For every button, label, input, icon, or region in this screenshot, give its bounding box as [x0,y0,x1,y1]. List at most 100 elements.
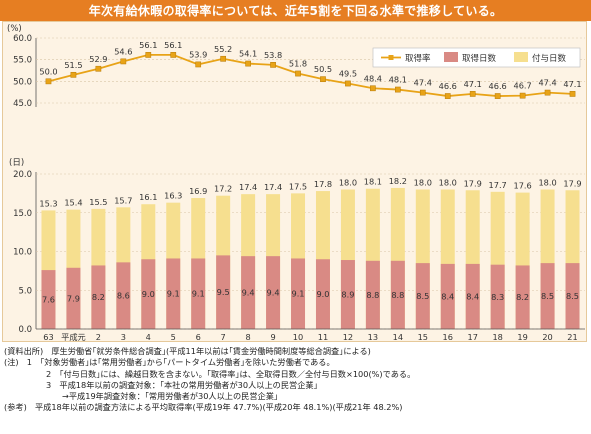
rate-data-label: 56.1 [139,40,157,50]
taken-days-bar [315,259,330,329]
granted-data-label: 17.6 [513,181,531,191]
taken-days-bar [291,258,306,329]
taken-data-label: 9.1 [292,289,305,299]
x-tick-label: 18 [492,332,502,342]
x-tick-label: 2 [96,332,101,342]
x-tick-label: 17 [467,332,477,342]
legend-taken-swatch [444,52,458,62]
rate-data-label: 56.1 [164,40,182,50]
rate-point [519,92,526,99]
combined-chart: 45.050.055.060.0(%)50.051.552.954.656.1 5… [7,24,585,343]
taken-days-bar [390,260,405,329]
taken-data-label: 8.3 [491,292,504,302]
taken-data-label: 8.9 [341,290,354,300]
rate-point [245,60,251,67]
rate-data-label: 53.9 [189,49,207,59]
bar-y-unit-label: (日) [9,158,24,168]
line-y-tick-label: 55.0 [13,56,32,66]
x-tick-label: 11 [318,332,328,342]
rate-point [220,55,227,62]
taken-days-bar [116,262,131,329]
rate-point [170,52,177,58]
x-tick-label: 15 [418,332,428,342]
taken-days-bar [490,264,505,329]
taken-days-bar [465,263,480,329]
footnotes: (資料出所) 厚生労働省｢就労条件総合調査｣(平成11年以前は｢賃金労働時間制度… [4,346,589,414]
taken-data-label: 9.1 [167,289,180,299]
granted-data-label: 17.8 [314,179,332,189]
rate-point [95,65,102,72]
taken-data-label: 8.5 [541,291,554,301]
taken-data-label: 9.0 [316,289,329,299]
granted-data-label: 15.3 [39,198,57,208]
x-tick-label: 20 [542,332,552,342]
rate-data-label: 48.4 [364,73,382,83]
granted-data-label: 18.0 [414,178,432,188]
granted-data-label: 17.4 [264,182,282,192]
x-tick-label: 8 [246,332,251,342]
rate-data-label: 50.0 [39,66,57,76]
legend-rate-label: 取得率 [405,53,431,64]
granted-data-label: 17.4 [239,182,257,192]
granted-data-label: 18.0 [439,178,457,188]
rate-data-label: 46.7 [513,81,531,91]
legend-box [372,47,581,68]
rate-data-label: 55.2 [214,44,232,54]
taken-days-bar [141,259,156,329]
taken-data-label: 9.1 [192,289,205,299]
taken-days-bar [191,258,206,329]
taken-data-label: 8.6 [117,291,130,301]
taken-data-label: 9.4 [242,288,255,298]
rate-data-label: 46.6 [439,81,457,91]
granted-data-label: 18.2 [389,176,407,186]
rate-point [320,76,326,83]
note-2: 2 ｢付与日数｣には、繰越日数を含まない。｢取得率｣は、全取得日数／全付与日数×… [46,368,416,379]
line-y-tick-label: 45.0 [13,99,32,109]
granted-data-label: 15.4 [64,198,82,208]
x-tick-label: 13 [368,332,378,342]
note-1: (注) 1 ｢対象労働者｣は｢常用労働者｣から｢パートタイム労働者｣を除いた労働… [4,357,335,368]
taken-days-bar [91,265,106,329]
x-tick-label: 7 [221,332,226,342]
note-3: 3 平成18年以前の調査対象：｢本社の常用労働者が30人以上の民営企業｣ [46,379,318,390]
rate-data-label: 51.5 [64,60,82,70]
granted-data-label: 16.1 [139,192,157,202]
chart-panel: 45.0 50.0 55.0 60.0 (%) 50.0 51.5 52.9 54.6 56.1 5… [2,21,587,343]
taken-days-bar [540,263,555,329]
taken-data-label: 8.4 [466,291,479,301]
granted-data-label: 16.3 [164,191,182,201]
rate-point [345,80,351,87]
x-tick-label: 3 [121,332,126,342]
x-tick-label: 5 [171,332,176,342]
taken-days-bar [565,263,580,329]
granted-data-label: 18.1 [364,177,382,187]
taken-data-label: 7.9 [67,293,80,303]
x-tick-label: 9 [270,332,275,342]
x-tick-label: 10 [293,332,303,342]
granted-data-label: 18.0 [339,178,357,188]
x-tick-label: 6 [196,332,201,342]
note-source: (資料出所) 厚生労働省｢就労条件総合調査｣(平成11年以前は｢賃金労働時間制度… [4,346,371,356]
rate-point [469,91,476,97]
legend-granted-label: 付与日数 [532,53,567,64]
taken-data-label: 8.2 [516,292,529,302]
taken-data-label: 8.8 [391,290,404,300]
taken-data-label: 8.8 [366,290,379,300]
rate-point [195,61,202,68]
rate-point [145,52,152,58]
rate-data-label: 46.6 [489,81,507,91]
x-unit-label: (年) [568,342,581,343]
taken-days-bar [266,256,281,329]
granted-data-label: 17.2 [214,184,232,194]
rate-point [569,91,576,97]
rate-point [544,89,551,96]
rate-data-label: 47.4 [538,78,556,88]
taken-days-bar [340,260,355,329]
taken-days-bar [365,260,380,329]
granted-data-label: 17.7 [489,180,507,190]
rate-data-label: 49.5 [339,69,357,79]
taken-data-label: 9.5 [217,287,230,297]
legend-rate-marker [388,55,394,60]
bar-y-tick-label: 0.0 [18,325,32,335]
taken-days-bar [41,270,56,329]
